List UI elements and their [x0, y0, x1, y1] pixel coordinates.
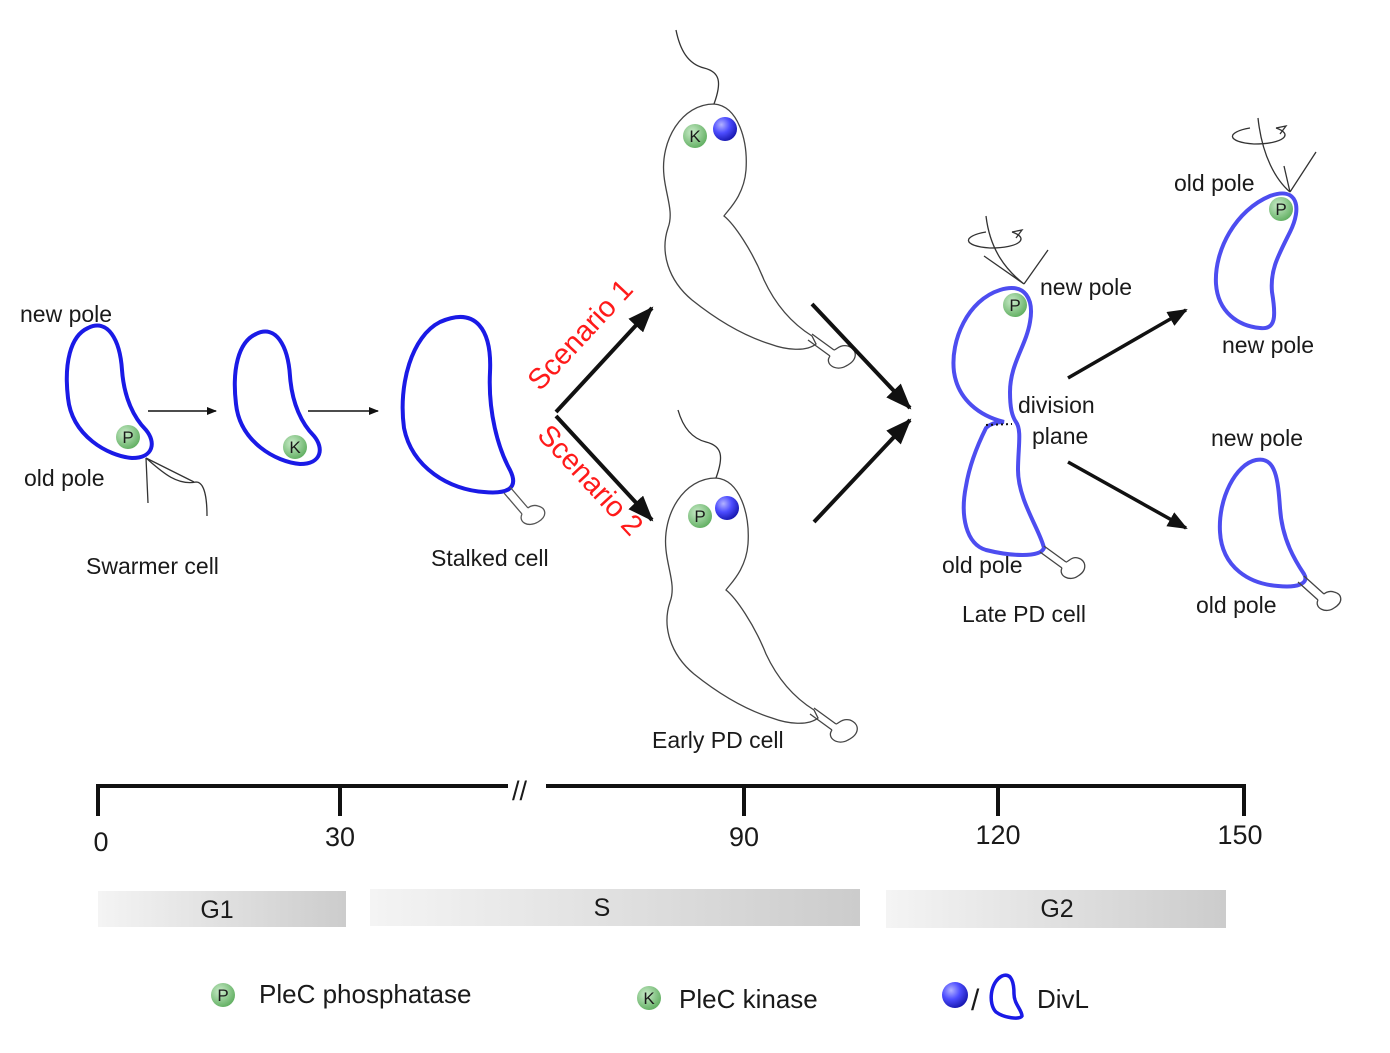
transition-cell-k: K — [232, 329, 322, 467]
rotation-arrowhead — [1275, 125, 1288, 135]
svg-text:P: P — [1009, 296, 1020, 315]
phase-bar-s — [370, 889, 860, 926]
swarmer-old-pole-label: old pole — [24, 465, 105, 491]
stalked-cell — [400, 315, 546, 526]
daughter2-new-pole-label: new pole — [1211, 425, 1303, 451]
scenario2-arrow — [554, 414, 654, 522]
pd-cell-outline — [664, 477, 819, 724]
division-arrow-swarmer — [1067, 308, 1188, 380]
late-old-pole-label: old pole — [942, 552, 1023, 578]
phase-bar-g1 — [98, 891, 346, 927]
swarmer-cell-body — [64, 323, 154, 461]
legend-phosphatase-label: PleC phosphatase — [259, 979, 471, 1009]
legend: P PleC phosphatase K PleC kinase / DivL — [211, 973, 1089, 1020]
scenario1-arrow — [554, 306, 654, 414]
phase-label-g2: G2 — [1040, 895, 1073, 923]
tick-label-120: 120 — [975, 820, 1020, 850]
svg-text:P: P — [1275, 200, 1286, 219]
late-pd-cell-label: Late PD cell — [962, 601, 1086, 627]
daughter1-new-pole-label: new pole — [1222, 332, 1314, 358]
swarmer-cell-p: P — [64, 323, 208, 517]
legend-divl-separator: / — [971, 984, 980, 1017]
scenario1-label: Scenario 1 — [522, 274, 640, 397]
legend-divl-label: DivL — [1037, 984, 1089, 1014]
timeline-axis: // 0 30 90 120 150 — [93, 776, 1262, 857]
phase-bar-g2 — [886, 890, 1226, 928]
stalk — [1039, 545, 1086, 580]
predivisional-cell-scenario2: P — [664, 409, 858, 743]
tick-label-0: 0 — [93, 827, 108, 857]
swarmer-new-pole-label: new pole — [20, 301, 112, 327]
daughter1-old-pole-label: old pole — [1174, 170, 1255, 196]
svg-text:P: P — [217, 986, 228, 1005]
division-arrow-stalked — [1067, 460, 1188, 530]
rotation-arrowhead — [1011, 229, 1024, 239]
divl-marker — [715, 496, 739, 520]
stalked-cell-body — [400, 315, 516, 495]
legend-divl-outline-icon — [989, 973, 1024, 1020]
tick-label-150: 150 — [1217, 820, 1262, 850]
pleC-phosphatase-marker: P — [1003, 293, 1027, 317]
stalk — [809, 707, 858, 743]
stalk — [1297, 575, 1342, 612]
divl-marker — [713, 117, 737, 141]
late-pd-cell: P — [951, 215, 1086, 580]
daughter2-old-pole-label: old pole — [1196, 592, 1277, 618]
tick-label-30: 30 — [325, 822, 355, 852]
convergence-arrow-1 — [810, 302, 912, 410]
svg-text:K: K — [689, 127, 701, 146]
daughter-stalked-outline — [1217, 457, 1308, 589]
flagellum — [677, 409, 722, 479]
stalk — [503, 486, 546, 526]
rotation-icon — [967, 231, 1022, 249]
tick-label-90: 90 — [729, 822, 759, 852]
daughter-swarmer-cell: P — [1213, 117, 1317, 331]
flagellum — [145, 457, 208, 517]
swarmer-cell-label: Swarmer cell — [86, 553, 219, 579]
convergence-arrow-2 — [812, 418, 912, 524]
pleC-phosphatase-marker: P — [1269, 197, 1293, 221]
rotation-icon — [1231, 127, 1286, 145]
axis-break-mark: // — [512, 776, 528, 806]
predivisional-cell-scenario1: K — [662, 29, 856, 369]
flagellum — [983, 215, 1049, 285]
transition-cell-body — [232, 329, 322, 467]
svg-text:P: P — [122, 428, 133, 447]
division-plane-line — [985, 423, 1013, 426]
phase-label-s: S — [594, 894, 611, 922]
scenario2-label: Scenario 2 — [531, 419, 649, 542]
svg-text:P: P — [694, 507, 705, 526]
daughter-swarmer-outline — [1213, 191, 1299, 331]
stalked-cell-label: Stalked cell — [431, 545, 549, 571]
early-pd-cell-label: Early PD cell — [652, 727, 784, 753]
legend-phosphatase-icon: P — [211, 983, 235, 1007]
late-new-pole-label: new pole — [1040, 274, 1132, 300]
late-pd-cell-outline — [951, 286, 1047, 557]
division-plane-label-1: division — [1018, 392, 1095, 418]
pleC-kinase-marker: K — [683, 124, 707, 148]
pleC-phosphatase-marker: P — [688, 504, 712, 528]
pleC-kinase-marker: K — [283, 435, 307, 459]
pd-cell-outline — [662, 103, 817, 350]
daughter-stalked-cell — [1217, 457, 1342, 612]
legend-divl-sphere-icon — [942, 982, 968, 1008]
flagellum — [1257, 117, 1317, 193]
svg-text:K: K — [643, 989, 655, 1008]
division-plane-label-2: plane — [1032, 423, 1088, 449]
pleC-phosphatase-marker: P — [116, 425, 140, 449]
legend-kinase-icon: K — [637, 986, 661, 1010]
legend-kinase-label: PleC kinase — [679, 984, 818, 1014]
stalk — [807, 333, 856, 369]
flagellum — [675, 29, 720, 105]
svg-text:K: K — [289, 438, 301, 457]
phase-label-g1: G1 — [200, 896, 233, 924]
cell-cycle-phases: G1 S G2 — [98, 889, 1226, 928]
